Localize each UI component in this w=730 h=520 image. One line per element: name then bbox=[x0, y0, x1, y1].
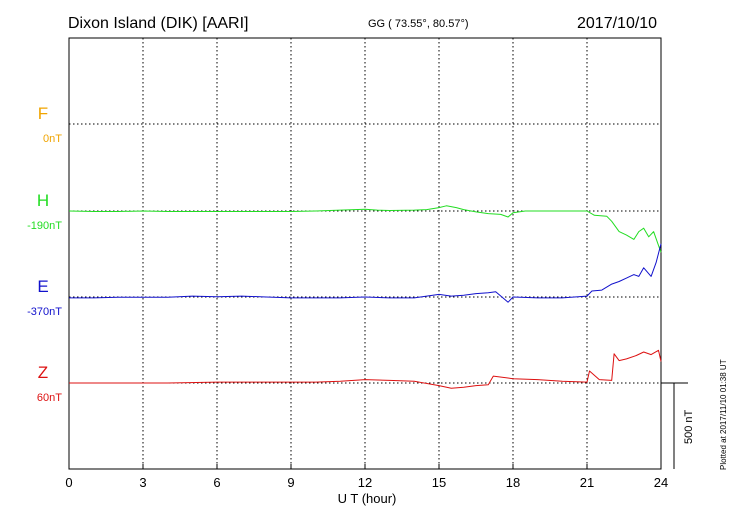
x-tick-label: 15 bbox=[432, 475, 446, 490]
x-tick-label: 18 bbox=[506, 475, 520, 490]
x-tick-label: 21 bbox=[580, 475, 594, 490]
x-tick-label: 9 bbox=[287, 475, 294, 490]
x-tick-label: 0 bbox=[65, 475, 72, 490]
x-axis-ticks: 0 3 6 9 12 15 18 21 24 bbox=[65, 464, 668, 490]
series-group bbox=[68, 205, 662, 389]
x-tick-label: 24 bbox=[654, 475, 668, 490]
plotted-at-note: Plotted at 2017/11/10 01:38 UT bbox=[719, 359, 728, 470]
component-baseline-F: 0nT bbox=[43, 133, 62, 145]
series-line-E bbox=[69, 243, 662, 303]
component-label-E: E bbox=[37, 277, 48, 296]
component-labels: F 0nT H -190nT E -370nT Z 60nT bbox=[27, 104, 62, 404]
x-tick-label: 12 bbox=[358, 475, 372, 490]
x-tick-label: 3 bbox=[139, 475, 146, 490]
scale-bar: 500 nT bbox=[661, 382, 695, 469]
component-label-F: F bbox=[38, 104, 48, 123]
grid-lines bbox=[69, 38, 661, 469]
component-label-H: H bbox=[37, 191, 49, 210]
station-title: Dixon Island (DIK) [AARI] bbox=[68, 15, 249, 32]
series-line-Z bbox=[69, 349, 662, 389]
series-line-H bbox=[68, 205, 662, 253]
component-baseline-Z: 60nT bbox=[37, 392, 62, 404]
plot-date: 2017/10/10 bbox=[577, 15, 657, 32]
component-baseline-H: -190nT bbox=[27, 220, 62, 232]
scale-bar-label: 500 nT bbox=[683, 409, 695, 444]
station-coordinates: GG ( 73.55°, 80.57°) bbox=[368, 18, 469, 30]
component-baseline-E: -370nT bbox=[27, 306, 62, 318]
x-tick-label: 6 bbox=[213, 475, 220, 490]
x-axis-label: U T (hour) bbox=[338, 491, 397, 506]
component-label-Z: Z bbox=[38, 363, 48, 382]
